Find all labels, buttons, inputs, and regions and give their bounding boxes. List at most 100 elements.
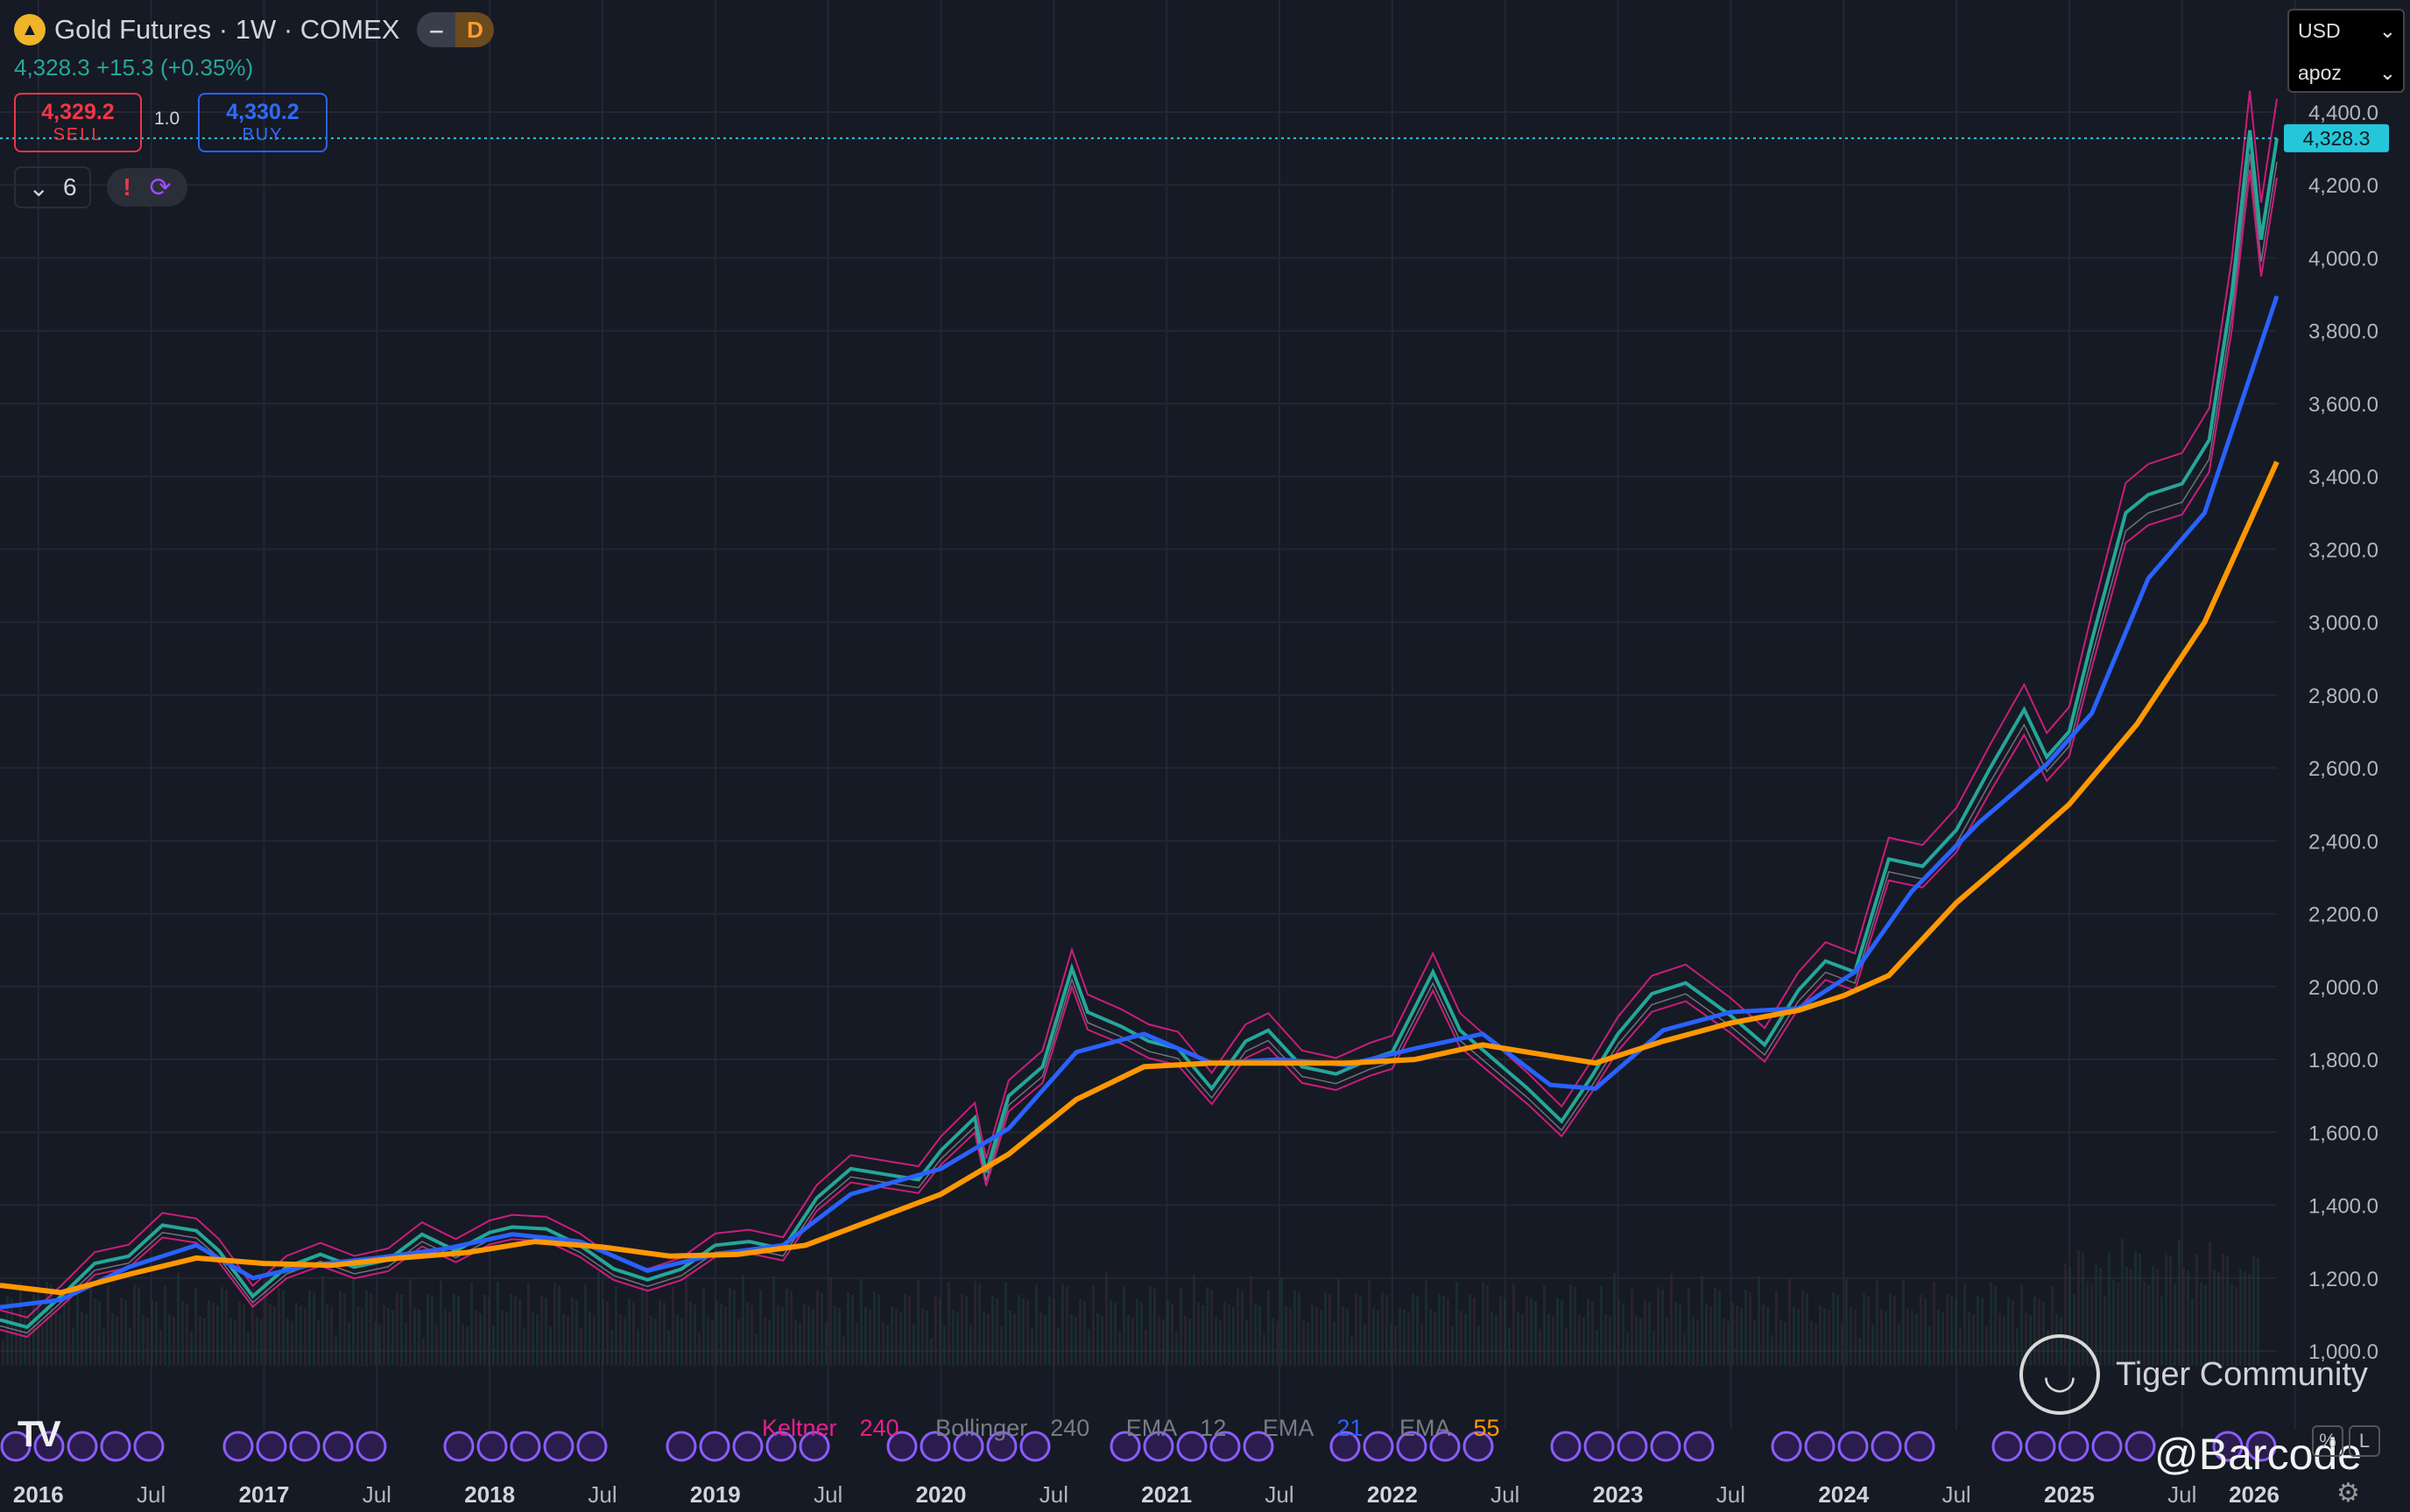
volume-bar — [1070, 1314, 1073, 1366]
delayed-data-badge[interactable]: D — [455, 12, 495, 47]
event-icon[interactable] — [576, 1431, 608, 1462]
volume-bar — [680, 1318, 683, 1366]
legend-bollinger-name[interactable]: Bollinger — [935, 1415, 1028, 1441]
event-icon[interactable] — [67, 1431, 98, 1462]
event-icon[interactable] — [1329, 1431, 1361, 1462]
volume-bar — [1145, 1330, 1147, 1366]
event-icon[interactable] — [510, 1431, 541, 1462]
volume-bar — [602, 1299, 604, 1366]
volume-bar — [1285, 1305, 1287, 1366]
event-icon[interactable] — [799, 1431, 830, 1462]
tradingview-logo[interactable]: TV — [18, 1413, 61, 1454]
volume-bar — [729, 1288, 731, 1366]
event-icon[interactable] — [133, 1431, 165, 1462]
event-icon[interactable] — [1683, 1431, 1715, 1462]
event-icon[interactable] — [1243, 1431, 1274, 1462]
event-icon[interactable] — [1804, 1431, 1836, 1462]
legend-ema55-name[interactable]: EMA — [1399, 1415, 1451, 1441]
percent-scale-button[interactable]: % — [2312, 1425, 2343, 1457]
status-pill[interactable]: ‒ D — [417, 12, 495, 47]
event-icon[interactable] — [476, 1431, 508, 1462]
mode-button[interactable]: ‒ — [417, 12, 456, 47]
unit-select[interactable]: apoz ⌄ — [2298, 61, 2396, 84]
event-icon[interactable] — [1871, 1431, 1902, 1462]
volume-bar — [1118, 1331, 1121, 1366]
legend-keltner-name[interactable]: Keltner — [762, 1415, 837, 1441]
event-icon[interactable] — [356, 1431, 387, 1462]
legend-ema12-name[interactable]: EMA — [1125, 1415, 1178, 1441]
sync-icon[interactable]: ⟳ — [149, 172, 172, 202]
legend-ema21-name[interactable]: EMA — [1262, 1415, 1314, 1441]
event-icon[interactable] — [543, 1431, 574, 1462]
event-icon[interactable] — [1904, 1431, 1935, 1462]
event-icon[interactable] — [1209, 1431, 1241, 1462]
data-status-pill[interactable]: ! ⟳ — [107, 168, 187, 207]
currency-select[interactable]: USD ⌄ — [2298, 19, 2396, 42]
event-icon[interactable] — [289, 1431, 321, 1462]
volume-bar — [1429, 1309, 1432, 1366]
event-icon[interactable] — [0, 1431, 32, 1462]
volume-bar — [422, 1338, 425, 1366]
volume-bar — [102, 1329, 105, 1366]
event-icon[interactable] — [1550, 1431, 1582, 1462]
quantity-value[interactable]: 1.0 — [154, 109, 180, 129]
event-icon[interactable] — [1462, 1431, 1494, 1462]
ema55-line — [0, 461, 2280, 1296]
event-icon[interactable] — [1110, 1431, 1141, 1462]
event-icon[interactable] — [443, 1431, 475, 1462]
event-icon[interactable] — [1650, 1431, 1681, 1462]
event-icon[interactable] — [699, 1431, 730, 1462]
volume-bar — [374, 1321, 377, 1366]
volume-bar — [466, 1326, 469, 1366]
event-icon[interactable] — [986, 1431, 1018, 1462]
event-icon[interactable] — [2025, 1431, 2056, 1462]
sell-button[interactable]: 4,329.2 SELL — [14, 93, 142, 152]
symbol-title[interactable]: Gold Futures · 1W · COMEX — [54, 14, 400, 45]
event-icon[interactable] — [2125, 1431, 2156, 1462]
event-icon[interactable] — [322, 1431, 354, 1462]
gold-bars-icon: ▲ — [14, 14, 46, 46]
event-icon[interactable] — [2058, 1431, 2089, 1462]
buy-button[interactable]: 4,330.2 BUY — [198, 93, 328, 152]
volume-bar — [63, 1297, 66, 1366]
event-icon[interactable] — [2245, 1431, 2277, 1462]
volume-bar — [1123, 1287, 1125, 1366]
volume-bar — [1136, 1299, 1138, 1366]
event-icon[interactable] — [1991, 1431, 2023, 1462]
indicators-toggle-button[interactable]: ⌄ 6 — [14, 166, 91, 208]
event-icon[interactable] — [1176, 1431, 1208, 1462]
event-icon[interactable] — [1837, 1431, 1869, 1462]
event-icon[interactable] — [920, 1431, 951, 1462]
event-icon[interactable] — [222, 1431, 254, 1462]
volume-bar — [282, 1290, 285, 1366]
event-icon[interactable] — [1396, 1431, 1427, 1462]
event-icon[interactable] — [765, 1431, 797, 1462]
volume-bar — [562, 1313, 565, 1366]
log-scale-button[interactable]: L — [2349, 1425, 2380, 1457]
event-icon[interactable] — [953, 1431, 984, 1462]
event-icon[interactable] — [100, 1431, 131, 1462]
event-icon[interactable] — [1583, 1431, 1615, 1462]
event-icon[interactable] — [2091, 1431, 2123, 1462]
volume-bar — [1245, 1319, 1248, 1366]
event-icon[interactable] — [666, 1431, 697, 1462]
event-icon[interactable] — [732, 1431, 764, 1462]
volume-bar — [619, 1314, 622, 1366]
volume-bar — [1587, 1299, 1589, 1366]
event-icon[interactable] — [1143, 1431, 1174, 1462]
event-icon[interactable] — [1363, 1431, 1394, 1462]
warning-icon[interactable]: ! — [123, 173, 131, 200]
event-icon[interactable] — [1019, 1431, 1051, 1462]
gear-icon[interactable]: ⚙ — [2336, 1479, 2360, 1508]
currency-unit-selector[interactable]: USD ⌄ apoz ⌄ — [2287, 9, 2405, 93]
event-icon[interactable] — [1617, 1431, 1648, 1462]
event-icon[interactable] — [886, 1431, 918, 1462]
event-icon[interactable] — [2212, 1431, 2244, 1462]
event-icon[interactable] — [1429, 1431, 1461, 1462]
volume-bar — [1101, 1316, 1103, 1366]
event-icon[interactable] — [256, 1431, 287, 1462]
event-icon[interactable] — [33, 1431, 65, 1462]
event-icon[interactable] — [1771, 1431, 1802, 1462]
volume-bar — [2077, 1250, 2080, 1366]
